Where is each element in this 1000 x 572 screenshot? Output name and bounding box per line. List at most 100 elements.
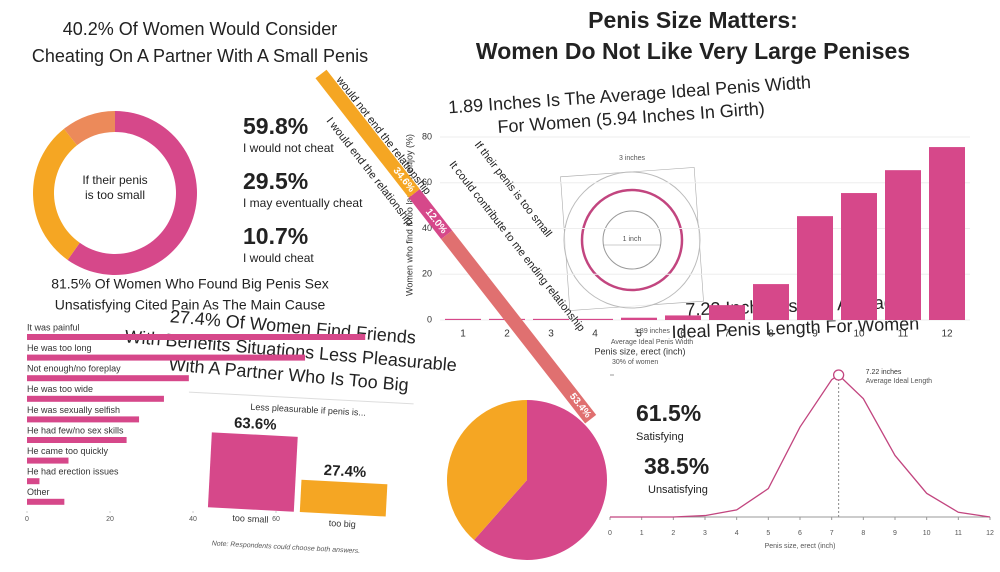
- peak-marker: [832, 369, 845, 381]
- x-tick-label: 12: [986, 530, 994, 537]
- y-axis-label: Women who find it too large to enjoy (%): [404, 134, 414, 296]
- ideal-circle: [580, 188, 684, 292]
- annotation: Average Ideal Length: [866, 378, 933, 385]
- x-tick-label: 20: [106, 516, 114, 523]
- x-tick-label: 2: [504, 329, 510, 340]
- x-tick-label: 7: [830, 530, 834, 537]
- bar: [841, 193, 877, 320]
- chart-title: Cheating On A Partner With A Small Penis: [32, 46, 368, 66]
- x-tick-label: 6: [680, 329, 686, 340]
- category-label: It was painful: [27, 322, 80, 332]
- chart-title: 81.5% Of Women Who Found Big Penis Sex: [51, 276, 329, 292]
- x-tick-label: 3: [548, 329, 554, 340]
- y-tick-label: 30% of women: [612, 359, 658, 366]
- bar: [27, 498, 65, 505]
- bar: [27, 457, 69, 464]
- x-tick-label: 9: [812, 329, 818, 340]
- width-title: 1.89 Inches Is The Average Ideal Penis W…: [447, 72, 811, 137]
- category-label: Not enough/no foreplay: [27, 364, 121, 374]
- bar-segment: [441, 230, 597, 424]
- chart-title: Unsatisfying Cited Pain As The Main Caus…: [55, 297, 326, 313]
- bar: [27, 334, 366, 340]
- annotation: 7.22 inches: [866, 369, 902, 376]
- y-tick-label: 20: [422, 269, 432, 279]
- outer-label: 3 inches: [619, 155, 646, 162]
- category-label: He was too wide: [27, 384, 93, 394]
- inner-circle: [602, 210, 662, 270]
- bar: [445, 318, 481, 320]
- x-tick-label: 0: [25, 516, 29, 523]
- legend-label: I would not cheat: [243, 141, 334, 155]
- x-tick-label: too big: [328, 518, 356, 529]
- x-tick-label: 5: [636, 329, 642, 340]
- bar: [27, 375, 189, 382]
- x-tick-label: 9: [893, 530, 897, 537]
- x-tick-label: 10: [923, 530, 931, 537]
- bar: [207, 432, 298, 512]
- frame: [188, 391, 414, 405]
- bar: [753, 284, 789, 320]
- bar: [577, 318, 613, 320]
- value-label: 27.4%: [323, 462, 366, 481]
- x-axis-label: Penis size, erect (inch): [765, 543, 836, 550]
- donut-slice: [32, 128, 80, 260]
- x-tick-label: 3: [703, 530, 707, 537]
- y-tick-label: 60: [422, 177, 432, 187]
- x-tick-label: 7: [724, 329, 730, 340]
- bar: [27, 437, 127, 443]
- fwb-chart: Less pleasurable if penis is...63.6%too …: [188, 391, 414, 555]
- legend-label: I would cheat: [243, 251, 314, 265]
- x-tick-label: 8: [861, 530, 865, 537]
- category-label: He was too long: [27, 343, 92, 353]
- main-title: Women Do Not Like Very Large Penises: [476, 38, 910, 64]
- legend-label: I may eventually cheat: [243, 196, 363, 210]
- value-label: 10.7%: [243, 223, 308, 249]
- category-label: Other: [27, 487, 50, 497]
- bar: [885, 170, 921, 320]
- bar-title: If their penis is too small: [472, 139, 554, 239]
- density-line: [610, 374, 991, 518]
- x-tick-label: 11: [955, 530, 962, 537]
- bar: [709, 305, 745, 320]
- chart-title: 40.2% Of Women Would Consider: [63, 19, 337, 39]
- bar: [27, 416, 140, 423]
- center-label: is too small: [85, 188, 145, 202]
- x-tick-label: 6: [798, 530, 802, 537]
- value-label: 38.5%: [644, 453, 709, 479]
- x-tick-label: 5: [766, 530, 770, 537]
- legend-label: Satisfying: [636, 431, 684, 443]
- caption: Average Ideal Penis Width: [611, 339, 693, 346]
- length-title: 7.22 Inches Is The Average Ideal Penis L…: [671, 292, 919, 342]
- bar: [797, 216, 833, 320]
- x-tick-label: 12: [941, 329, 953, 340]
- bar: [27, 478, 40, 485]
- value-label: 29.5%: [243, 168, 308, 194]
- note: Note: Respondents could choose both answ…: [212, 540, 361, 555]
- category-label: He had erection issues: [27, 467, 119, 477]
- x-tick-label: 0: [608, 530, 612, 537]
- donut-slice: [67, 111, 198, 275]
- category-label: He had few/no sex skills: [27, 425, 124, 435]
- value-label: 63.6%: [234, 414, 277, 433]
- inner-label: 1 inch: [623, 236, 642, 243]
- pie-slice: [474, 400, 608, 560]
- y-tick-label: 80: [422, 131, 432, 141]
- bar: [665, 315, 701, 320]
- x-tick-label: 11: [898, 329, 909, 340]
- pie-slice: [447, 400, 527, 541]
- category-label: He came too quickly: [27, 446, 109, 456]
- value-label: 1.89 inches: [634, 328, 670, 335]
- x-tick-label: 8: [768, 329, 774, 340]
- x-tick-label: 1: [460, 329, 466, 340]
- donut-slice: [63, 111, 115, 146]
- value-label: 61.5%: [636, 400, 701, 426]
- bar: [27, 395, 164, 402]
- x-tick-label: 4: [592, 329, 598, 340]
- x-tick-label: too small: [232, 513, 268, 525]
- x-tick-label: 2: [671, 530, 675, 537]
- fwb-title: 27.4% Of Women Find Friends With Benefit…: [124, 306, 458, 395]
- bar-segment: [408, 189, 453, 240]
- x-tick-label: 60: [272, 516, 280, 523]
- bar-segment: [315, 69, 420, 198]
